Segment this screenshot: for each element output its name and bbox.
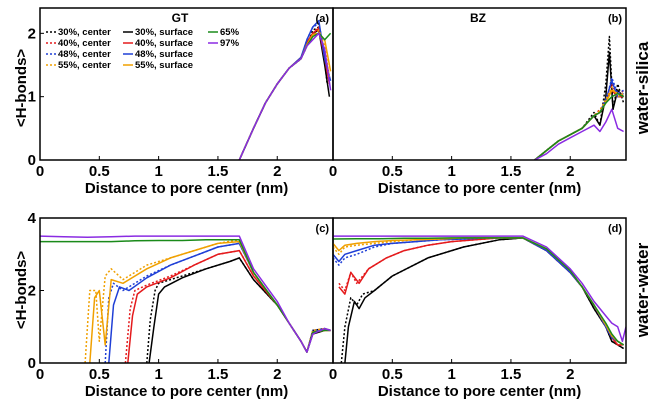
x-tick-label: 1 [154,366,162,383]
row-label-water-silica: water-silica [633,41,652,135]
y-tick-label: 0 [28,152,36,169]
ylabel-top: <H-bonds> [13,49,30,128]
panel-label: (d) [608,223,622,235]
x-tick-label: 0.5 [89,366,110,383]
x-tick-label: 2 [566,366,574,383]
series-line-48-surface [333,237,624,346]
x-axis-label: Distance to pore center (nm) [378,180,581,197]
legend-entry: 48%, center [58,49,111,60]
y-tick-label: 0 [28,355,36,372]
series-line-40-surface [338,237,624,346]
x-tick-label: 1.5 [501,163,522,180]
series-line-30-surface [148,257,331,363]
series-group [333,235,626,363]
x-axis-label: Distance to pore center (nm) [85,383,288,400]
series-line-30-center [238,26,328,160]
series-line-48-center [333,237,624,346]
series-group [238,19,332,160]
series-line-40-center [238,26,330,160]
series-line-48-center [104,242,331,363]
y-tick-label: 2 [28,25,36,42]
x-tick-label: 0.5 [89,163,110,180]
series-line-30-surface [344,237,624,363]
series-line-65 [534,92,624,160]
x-tick-label: 1 [447,163,455,180]
series-line-55-surface [333,237,624,346]
legend-entry: 65% [220,27,240,38]
x-tick-label: 2 [566,163,574,180]
series-group [534,35,625,160]
panel-label: (c) [316,223,330,235]
series-line-55-surface [89,240,331,363]
x-tick-label: 0.5 [382,163,403,180]
legend-entry: 40%, surface [135,38,193,49]
legend-entry: 55%, center [58,60,111,71]
series-line-97 [238,32,332,160]
series-line-40-surface [238,27,331,160]
series-line-55-center [333,237,624,346]
axes-frame [332,7,627,161]
x-tick-label: 0 [36,366,44,383]
x-tick-label: 2 [273,163,281,180]
series-line-65 [40,239,331,353]
x-tick-label: 0 [329,163,337,180]
series-line-97 [40,235,331,353]
x-tick-label: 0 [36,163,44,180]
x-tick-label: 1 [154,163,162,180]
x-tick-label: 1.5 [208,163,229,180]
series-line-55-center [238,29,331,160]
x-tick-label: 0 [329,366,337,383]
x-tick-label: 1.5 [501,366,522,383]
y-tick-label: 2 [28,283,36,300]
legend-entry: 97% [220,38,240,49]
legend-entry: 48%, surface [135,49,193,60]
legend-entry: 30%, surface [135,27,193,38]
x-tick-label: 0.5 [382,366,403,383]
series-line-97 [333,235,626,343]
legend: 30%, center 30%, surface 65% 40%, center 40%… [46,27,240,71]
panel-label: (b) [608,13,622,25]
x-tick-label: 1.5 [208,366,229,383]
panel-title: BZ [470,11,486,25]
x-axis-label: Distance to pore center (nm) [378,383,581,400]
axes-frame [332,217,627,364]
series-line-30-surface [238,29,331,160]
y-tick-label: 1 [28,89,36,106]
legend-entry: 40%, center [58,38,111,49]
series-line-30-surface [534,51,625,160]
series-line-48-surface [238,19,332,160]
series-line-40-center [338,237,624,346]
series-group [40,235,331,363]
x-tick-label: 1 [447,366,455,383]
legend-entry: 55%, surface [135,60,193,71]
y-tick-label: 4 [28,210,37,227]
x-axis-label: Distance to pore center (nm) [85,180,288,197]
series-line-40-surface [127,249,331,363]
series-line-65 [238,32,332,160]
series-line-30-center [340,237,624,363]
series-line-48-center [238,23,331,160]
series-line-55-surface [238,32,332,160]
series-line-97 [534,108,624,160]
panel-label: (a) [316,13,330,25]
x-tick-label: 2 [273,366,281,383]
series-line-65 [333,237,624,346]
series-line-48-surface [108,242,331,363]
panel-title: GT [172,11,189,25]
row-label-water-water: water-water [633,242,652,338]
ylabel-bottom: <H-bonds> [13,251,30,330]
legend-entry: 30%, center [58,27,111,38]
